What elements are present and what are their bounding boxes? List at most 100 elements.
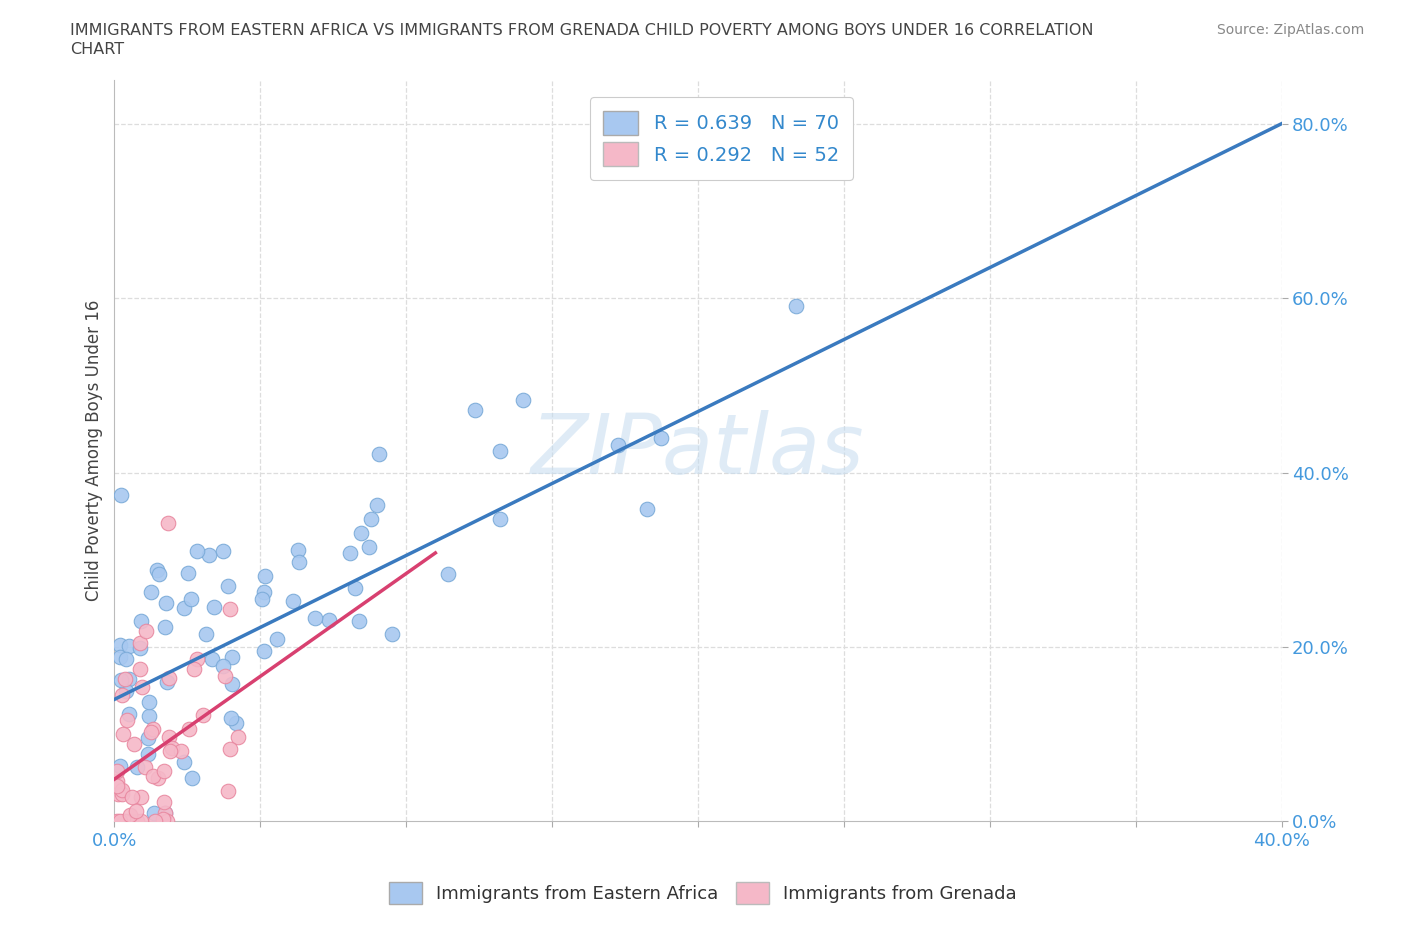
Point — [217, 579, 239, 594]
Point — [110, 650, 132, 665]
Point — [148, 566, 170, 581]
Point — [134, 760, 156, 775]
Point — [177, 722, 200, 737]
Point — [170, 744, 193, 759]
Point — [115, 713, 138, 728]
Point — [156, 814, 179, 829]
Point — [202, 600, 225, 615]
Point — [198, 548, 221, 563]
Point — [252, 644, 274, 658]
Point — [121, 790, 143, 804]
Point — [226, 730, 249, 745]
Point — [360, 512, 382, 526]
Point — [217, 783, 239, 798]
Point — [153, 619, 176, 634]
Point — [254, 568, 277, 583]
Point — [219, 711, 242, 725]
Point — [157, 729, 180, 744]
Point — [191, 708, 214, 723]
Point — [129, 790, 152, 804]
Point — [112, 814, 135, 829]
Point — [142, 721, 165, 736]
Point — [128, 661, 150, 676]
Point — [125, 814, 148, 829]
Point — [266, 631, 288, 646]
Point — [180, 591, 202, 606]
Point — [177, 565, 200, 580]
Point — [489, 444, 512, 458]
Point — [173, 601, 195, 616]
Point — [111, 688, 134, 703]
Point — [221, 650, 243, 665]
Point — [318, 613, 340, 628]
Point — [131, 814, 153, 829]
Point — [127, 760, 149, 775]
Point — [281, 593, 304, 608]
Point — [139, 585, 162, 600]
Point — [489, 512, 512, 526]
Point — [118, 671, 141, 686]
Point — [183, 661, 205, 676]
Point — [214, 669, 236, 684]
Text: Source: ZipAtlas.com: Source: ZipAtlas.com — [1216, 23, 1364, 37]
Point — [212, 659, 235, 674]
Point — [153, 805, 176, 820]
Point — [344, 580, 367, 595]
Point — [125, 804, 148, 818]
Point — [287, 543, 309, 558]
Point — [105, 814, 128, 829]
Point — [636, 502, 658, 517]
Point — [195, 626, 218, 641]
Point — [110, 672, 132, 687]
Point — [110, 488, 132, 503]
Point — [112, 726, 135, 741]
Point — [156, 675, 179, 690]
Point — [146, 770, 169, 785]
Point — [128, 641, 150, 656]
Point — [211, 543, 233, 558]
Point — [157, 515, 180, 530]
Point — [512, 392, 534, 407]
Point — [606, 437, 628, 452]
Point — [225, 715, 247, 730]
Point — [250, 592, 273, 607]
Point — [253, 585, 276, 600]
Point — [464, 403, 486, 418]
Point — [359, 540, 381, 555]
Point — [122, 737, 145, 751]
Point — [186, 652, 208, 667]
Point — [152, 794, 174, 809]
Point — [218, 741, 240, 756]
Point — [153, 764, 176, 778]
Point — [136, 747, 159, 762]
Point — [110, 638, 132, 653]
Point — [107, 787, 129, 802]
Point — [135, 623, 157, 638]
Point — [180, 771, 202, 786]
Point — [111, 787, 134, 802]
Point — [146, 563, 169, 578]
Point — [105, 778, 128, 793]
Point — [288, 554, 311, 569]
Point — [110, 759, 132, 774]
Point — [136, 731, 159, 746]
Point — [153, 805, 176, 820]
Point — [114, 671, 136, 686]
Point — [304, 611, 326, 626]
Point — [115, 684, 138, 698]
Point — [128, 635, 150, 650]
Point — [186, 543, 208, 558]
Point — [142, 768, 165, 783]
Point — [201, 652, 224, 667]
Point — [120, 814, 142, 829]
Text: IMMIGRANTS FROM EASTERN AFRICA VS IMMIGRANTS FROM GRENADA CHILD POVERTY AMONG BO: IMMIGRANTS FROM EASTERN AFRICA VS IMMIGR… — [70, 23, 1094, 38]
Point — [115, 814, 138, 829]
Point — [368, 446, 391, 461]
Point — [118, 807, 141, 822]
Text: ZIPatlas: ZIPatlas — [531, 410, 865, 491]
Legend: R = 0.639   N = 70, R = 0.292   N = 52: R = 0.639 N = 70, R = 0.292 N = 52 — [589, 98, 853, 179]
Point — [219, 602, 242, 617]
Point — [118, 707, 141, 722]
Point — [173, 755, 195, 770]
Point — [118, 639, 141, 654]
